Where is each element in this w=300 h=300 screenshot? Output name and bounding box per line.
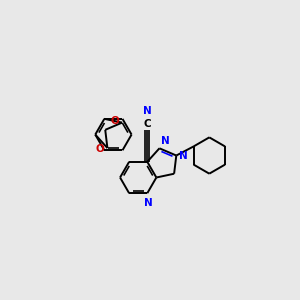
Text: C: C [143, 119, 151, 129]
Text: N: N [179, 151, 188, 160]
Text: O: O [110, 116, 119, 126]
Text: N: N [143, 106, 152, 116]
Text: N: N [161, 136, 170, 146]
Text: N: N [144, 198, 152, 208]
Text: O: O [95, 144, 104, 154]
